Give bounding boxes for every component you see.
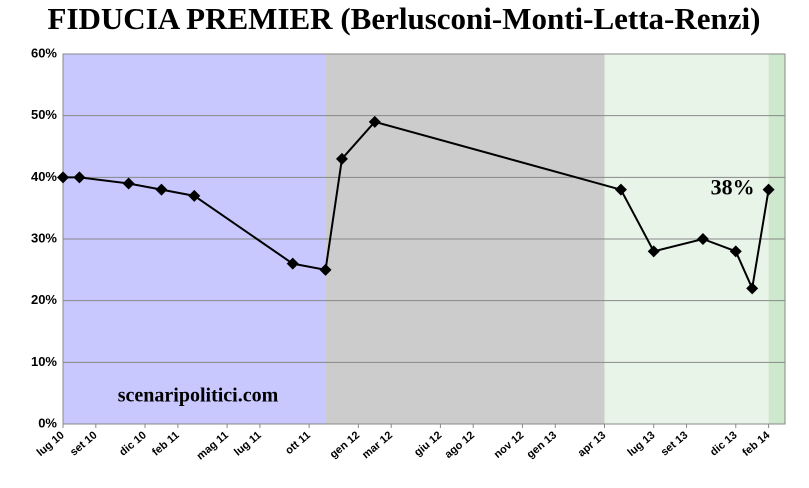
x-tick-label: apr 13 <box>576 429 609 459</box>
x-tick-label: feb 14 <box>740 429 773 459</box>
marker <box>122 177 135 190</box>
watermark: scenaripolitici.com <box>118 385 279 407</box>
x-tick-label: giu 12 <box>412 429 444 459</box>
y-tick-label: 40% <box>31 169 57 184</box>
x-tick-label: lug 11 <box>232 429 264 458</box>
y-tick-label: 30% <box>31 230 57 245</box>
x-tick-label: ago 12 <box>443 429 477 461</box>
chart-title: FIDUCIA PREMIER (Berlusconi-Monti-Letta-… <box>48 1 761 36</box>
x-tick-label: lug 10 <box>35 429 67 459</box>
marker <box>57 171 69 184</box>
marker <box>188 189 201 202</box>
marker <box>762 183 775 196</box>
marker <box>696 233 709 245</box>
x-tick-label: set 10 <box>68 429 100 458</box>
x-tick-label: gen 13 <box>525 429 559 461</box>
marker <box>647 245 660 258</box>
marker <box>614 183 627 196</box>
y-tick-label: 20% <box>31 292 57 307</box>
x-tick-label: set 13 <box>659 429 691 458</box>
y-tick-label: 0% <box>38 415 57 430</box>
x-tick-label: dic 10 <box>117 429 149 458</box>
x-tick-label: dic 13 <box>708 429 740 458</box>
marker <box>335 152 348 165</box>
y-tick-label: 10% <box>31 354 57 369</box>
x-tick-label: mag 11 <box>195 429 231 462</box>
marker <box>73 171 86 184</box>
marker <box>319 263 332 276</box>
marker <box>368 115 381 128</box>
x-tick-label: nov 12 <box>492 429 526 461</box>
marker <box>746 282 759 295</box>
x-tick-label: mar 12 <box>360 429 395 461</box>
marker <box>155 183 168 196</box>
x-tick-label: lug 13 <box>625 429 657 459</box>
marker <box>729 245 742 258</box>
x-tick-label: gen 12 <box>328 429 362 461</box>
y-tick-label: 60% <box>31 45 57 60</box>
x-tick-label: feb 11 <box>150 429 182 458</box>
x-tick-label: ott 11 <box>283 429 313 457</box>
y-tick-label: 50% <box>31 107 57 122</box>
value-label: 38% <box>711 175 755 200</box>
marker <box>286 257 299 270</box>
plot-border <box>62 53 786 425</box>
